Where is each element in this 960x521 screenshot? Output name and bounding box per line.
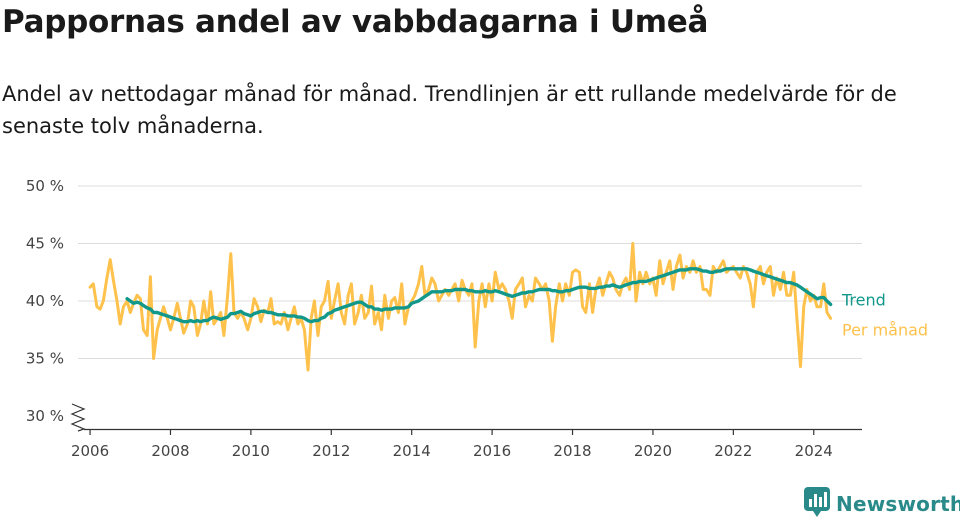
x-tick-label: 2018 [553,442,591,460]
brand-logo[interactable]: Newsworthy [804,487,960,521]
y-tick-label: 30 % [26,407,64,425]
x-tick-label: 2006 [71,442,109,460]
x-tick-label: 2010 [232,442,270,460]
x-tick-label: 2008 [151,442,189,460]
x-tick-label: 2024 [795,442,833,460]
y-tick-label: 50 % [26,177,64,195]
x-tick-label: 2020 [634,442,672,460]
y-axis: 30 % 35 % 40 % 45 % 50 % [26,177,64,425]
chart-subtitle: Andel av nettodagar månad för månad. Tre… [2,82,897,138]
series-label: Per månad [842,320,928,339]
y-tick-label: 45 % [26,235,64,253]
trend-line [125,267,833,324]
y-tick-label: 40 % [26,292,64,310]
newsworthy-logo-icon [804,487,830,521]
axis-break-icon [70,403,86,432]
series-lines [88,242,833,372]
x-tick-label: 2016 [473,442,511,460]
series-labels: Per månad Trend [841,290,928,339]
brand-name: Newsworthy [836,492,960,516]
monthly-line [88,242,833,372]
series-label: Trend [841,290,886,309]
chart-title: Pappornas andel av vabbdagarna i Umeå [2,4,709,40]
x-axis: 2006 2008 2010 2012 2014 2016 2018 2020 2022 2024 [70,403,862,460]
y-tick-label: 35 % [26,350,64,368]
x-tick-label: 2012 [312,442,350,460]
x-tick-label: 2022 [714,442,752,460]
x-tick-label: 2014 [393,442,431,460]
